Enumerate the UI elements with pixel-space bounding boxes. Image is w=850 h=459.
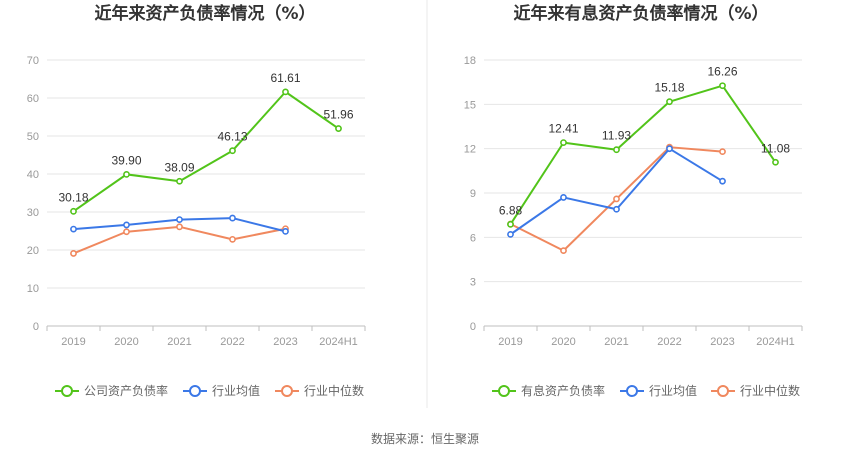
data-label: 30.18 xyxy=(58,190,88,204)
x-tick-label: 2024H1 xyxy=(756,336,795,348)
data-point[interactable] xyxy=(176,177,183,185)
legend-item[interactable]: 行业均值 xyxy=(620,383,697,398)
series-line xyxy=(72,90,340,213)
y-tick-label: 9 xyxy=(470,188,476,200)
legend-marker xyxy=(498,385,510,397)
y-tick-label: 3 xyxy=(470,277,476,289)
legend-label: 行业中位数 xyxy=(304,383,364,398)
data-point[interactable] xyxy=(507,230,514,238)
data-source: 数据来源：恒生聚源 xyxy=(371,431,479,446)
x-tick-label: 2022 xyxy=(220,336,244,348)
legend-item[interactable]: 有息资产负债率 xyxy=(492,383,605,398)
legend-marker xyxy=(281,385,293,397)
series-line xyxy=(73,225,286,255)
data-point[interactable] xyxy=(719,82,726,90)
data-point[interactable] xyxy=(335,125,342,132)
y-tick-label: 70 xyxy=(27,55,39,67)
data-point[interactable] xyxy=(666,98,673,106)
x-tick-label: 2023 xyxy=(273,336,297,348)
legend-marker xyxy=(61,385,73,397)
y-tick-label: 12 xyxy=(464,144,476,156)
data-point[interactable] xyxy=(613,146,620,154)
y-tick-label: 30 xyxy=(27,207,39,219)
x-tick-label: 2021 xyxy=(604,336,628,348)
data-point[interactable] xyxy=(229,214,236,222)
data-label: 11.08 xyxy=(761,141,790,155)
data-label: 51.96 xyxy=(323,108,353,122)
y-tick-label: 18 xyxy=(464,55,476,67)
data-point[interactable] xyxy=(229,147,236,155)
legend-marker xyxy=(717,385,729,397)
chart-panel-debt-ratio: 近年来资产负债率情况（%） 0 10 20 30 40 50 60 70 2019 2020 2021… xyxy=(27,3,366,398)
data-point[interactable] xyxy=(666,145,673,153)
data-point[interactable] xyxy=(123,221,130,229)
data-point[interactable] xyxy=(282,227,289,235)
data-label: 39.90 xyxy=(111,153,141,167)
series-line xyxy=(509,84,777,225)
y-tick-label: 0 xyxy=(470,321,476,333)
data-point[interactable] xyxy=(70,207,77,215)
legend-label: 行业均值 xyxy=(212,383,260,398)
data-point[interactable] xyxy=(507,220,514,228)
data-point[interactable] xyxy=(772,158,779,166)
y-tick-label: 60 xyxy=(27,93,39,105)
legend-item[interactable]: 行业均值 xyxy=(183,383,260,398)
x-tick-label: 2020 xyxy=(114,336,138,348)
legend-item[interactable]: 行业中位数 xyxy=(275,383,364,398)
legend-label: 行业中位数 xyxy=(740,383,800,398)
data-point[interactable] xyxy=(123,170,130,178)
y-tick-label: 50 xyxy=(27,131,39,143)
data-point[interactable] xyxy=(123,228,130,236)
legend-marker xyxy=(626,385,638,397)
data-point[interactable] xyxy=(560,194,567,201)
data-point[interactable] xyxy=(176,216,183,223)
y-tick-label: 10 xyxy=(27,283,39,295)
data-label: 16.26 xyxy=(707,65,737,79)
data-point[interactable] xyxy=(70,225,77,233)
chart-panel-interest-debt-ratio: 近年来有息资产负债率情况（%） 0 3 6 9 12 15 18 2019 2020 2021 202… xyxy=(464,3,803,398)
chart-title: 近年来资产负债率情况（%） xyxy=(94,3,315,24)
x-tick-label: 2020 xyxy=(551,336,575,348)
data-label: 46.13 xyxy=(217,130,247,144)
data-label: 11.93 xyxy=(602,129,631,143)
legend-label: 有息资产负债率 xyxy=(521,383,605,398)
legend-marker xyxy=(189,385,201,397)
legend-label: 行业均值 xyxy=(649,383,697,398)
y-tick-label: 6 xyxy=(470,232,476,244)
data-label: 12.41 xyxy=(548,122,578,136)
x-tick-label: 2023 xyxy=(710,336,734,348)
data-label: 38.09 xyxy=(164,160,194,174)
x-tick-label: 2019 xyxy=(61,336,85,348)
data-point[interactable] xyxy=(613,195,620,203)
x-tick-label: 2021 xyxy=(167,336,191,348)
data-point[interactable] xyxy=(282,88,289,96)
x-tick-label: 2022 xyxy=(657,336,681,348)
data-point[interactable] xyxy=(70,250,77,257)
y-tick-label: 0 xyxy=(33,321,39,333)
y-tick-label: 40 xyxy=(27,169,39,181)
data-point[interactable] xyxy=(560,247,567,255)
legend-item[interactable]: 行业中位数 xyxy=(711,383,800,398)
data-point[interactable] xyxy=(719,148,726,156)
data-label: 15.18 xyxy=(654,81,684,95)
data-label: 6.88 xyxy=(499,203,523,217)
data-point[interactable] xyxy=(176,223,183,231)
data-point[interactable] xyxy=(560,139,567,147)
y-tick-label: 15 xyxy=(464,99,476,111)
chart-title: 近年来有息资产负债率情况（%） xyxy=(513,3,768,24)
data-point[interactable] xyxy=(613,205,620,213)
legend-item[interactable]: 公司资产负债率 xyxy=(55,383,168,398)
data-label: 61.61 xyxy=(270,71,300,85)
data-point[interactable] xyxy=(719,177,726,185)
y-tick-label: 20 xyxy=(27,245,39,257)
legend-label: 公司资产负债率 xyxy=(84,383,168,398)
series-line xyxy=(509,147,724,236)
x-tick-label: 2024H1 xyxy=(319,336,358,348)
data-point[interactable] xyxy=(229,235,236,243)
x-tick-label: 2019 xyxy=(498,336,522,348)
